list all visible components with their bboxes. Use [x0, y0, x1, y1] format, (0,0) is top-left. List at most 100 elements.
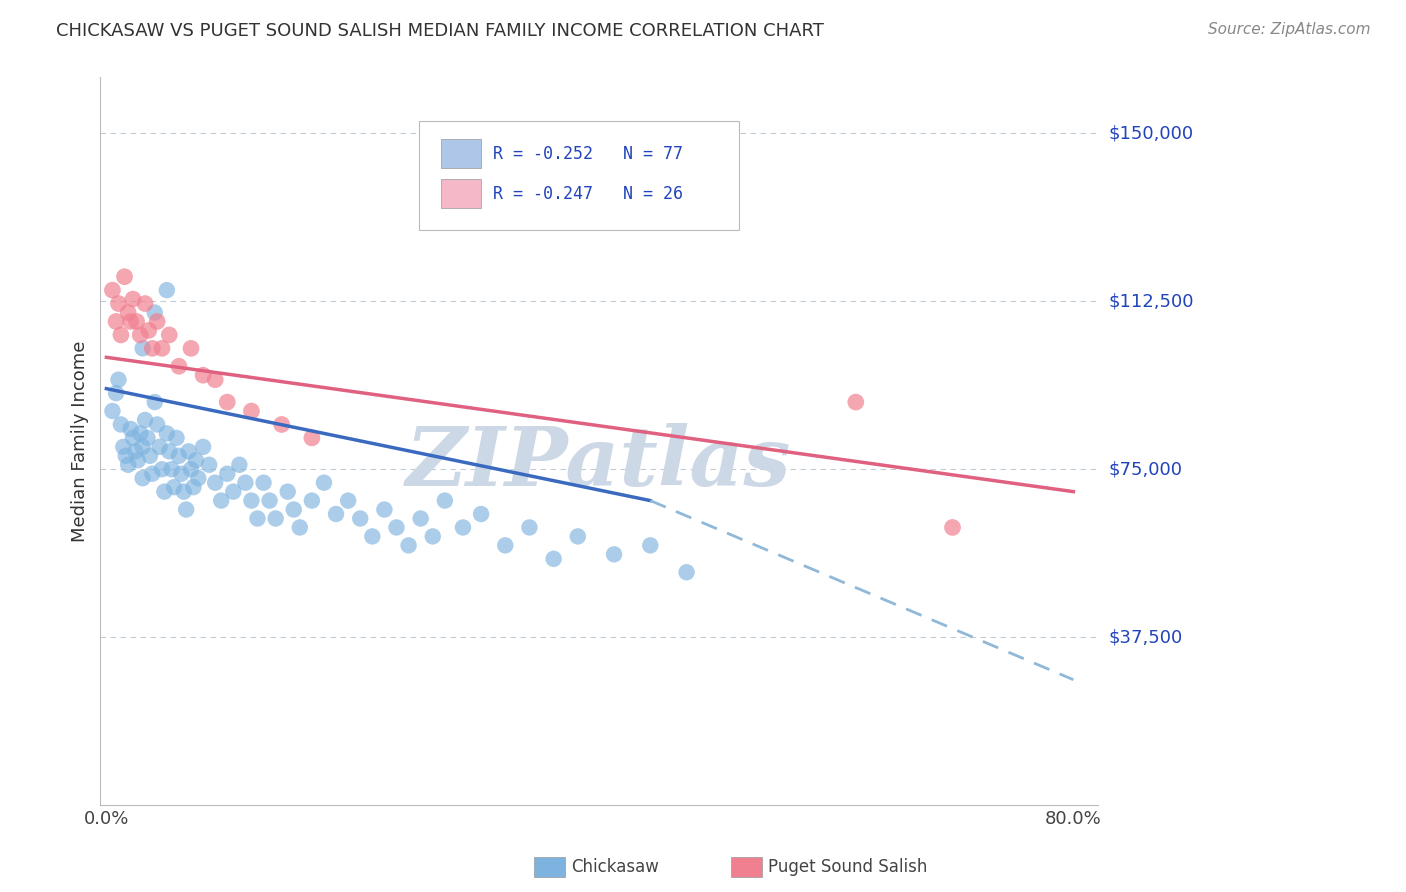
Point	[337, 493, 360, 508]
Point	[110, 417, 132, 432]
Point	[146, 314, 169, 328]
Point	[252, 475, 274, 490]
Point	[398, 538, 420, 552]
Point	[166, 431, 188, 445]
Point	[114, 449, 136, 463]
Point	[141, 342, 163, 356]
Point	[143, 305, 166, 319]
Point	[146, 417, 169, 432]
Point	[451, 520, 474, 534]
Point	[277, 484, 299, 499]
Point	[153, 484, 176, 499]
Point	[131, 342, 153, 356]
Point	[325, 507, 347, 521]
Point	[134, 296, 156, 310]
Point	[127, 453, 149, 467]
Point	[543, 551, 565, 566]
Point	[180, 462, 202, 476]
Text: $37,500: $37,500	[1109, 628, 1182, 646]
Point	[361, 529, 384, 543]
Point	[494, 538, 516, 552]
Point	[433, 493, 456, 508]
Point	[156, 426, 179, 441]
Point	[228, 458, 250, 472]
Point	[174, 502, 197, 516]
Point	[138, 323, 160, 337]
Point	[117, 305, 139, 319]
FancyBboxPatch shape	[441, 139, 481, 169]
Point	[519, 520, 541, 534]
Point	[301, 493, 323, 508]
Point	[567, 529, 589, 543]
Point	[105, 314, 128, 328]
Point	[157, 444, 180, 458]
Point	[246, 511, 269, 525]
Point	[204, 475, 226, 490]
Point	[191, 368, 214, 383]
Point	[129, 426, 152, 441]
Point	[170, 467, 193, 481]
Point	[373, 502, 395, 516]
Point	[167, 449, 190, 463]
FancyBboxPatch shape	[419, 121, 738, 230]
Point	[136, 431, 159, 445]
Point	[301, 431, 323, 445]
Point	[183, 480, 205, 494]
Point	[640, 538, 662, 552]
Point	[409, 511, 432, 525]
Point	[385, 520, 408, 534]
Point	[187, 471, 209, 485]
Point	[180, 342, 202, 356]
Point	[675, 566, 697, 580]
Point	[110, 327, 132, 342]
Point	[941, 520, 963, 534]
Point	[222, 484, 245, 499]
Point	[422, 529, 444, 543]
Text: $112,500: $112,500	[1109, 293, 1194, 310]
Point	[217, 467, 239, 481]
Text: Source: ZipAtlas.com: Source: ZipAtlas.com	[1208, 22, 1371, 37]
Point	[157, 327, 180, 342]
Point	[283, 502, 305, 516]
Point	[131, 440, 153, 454]
Text: $75,000: $75,000	[1109, 460, 1182, 478]
Point	[198, 458, 221, 472]
Point	[105, 386, 128, 401]
Point	[120, 314, 142, 328]
Point	[845, 395, 868, 409]
Point	[312, 475, 335, 490]
Point	[117, 458, 139, 472]
Point	[603, 547, 626, 561]
Point	[112, 440, 135, 454]
Point	[150, 462, 173, 476]
Point	[184, 453, 207, 467]
FancyBboxPatch shape	[441, 179, 481, 209]
Point	[167, 359, 190, 374]
Point	[141, 467, 163, 481]
Point	[124, 444, 146, 458]
Text: $150,000: $150,000	[1109, 124, 1194, 143]
Point	[122, 292, 145, 306]
Point	[177, 444, 200, 458]
Point	[349, 511, 371, 525]
Point	[120, 422, 142, 436]
Point	[204, 373, 226, 387]
Point	[240, 493, 263, 508]
Y-axis label: Median Family Income: Median Family Income	[72, 341, 89, 542]
Text: CHICKASAW VS PUGET SOUND SALISH MEDIAN FAMILY INCOME CORRELATION CHART: CHICKASAW VS PUGET SOUND SALISH MEDIAN F…	[56, 22, 824, 40]
Point	[470, 507, 492, 521]
Point	[173, 484, 195, 499]
Point	[139, 449, 162, 463]
Point	[217, 395, 239, 409]
Point	[134, 413, 156, 427]
Point	[131, 471, 153, 485]
Point	[288, 520, 311, 534]
Text: ZIPatlas: ZIPatlas	[406, 423, 792, 503]
Point	[259, 493, 281, 508]
Point	[156, 283, 179, 297]
Point	[122, 431, 145, 445]
Point	[148, 440, 170, 454]
Point	[191, 440, 214, 454]
Point	[107, 373, 129, 387]
Point	[114, 269, 136, 284]
